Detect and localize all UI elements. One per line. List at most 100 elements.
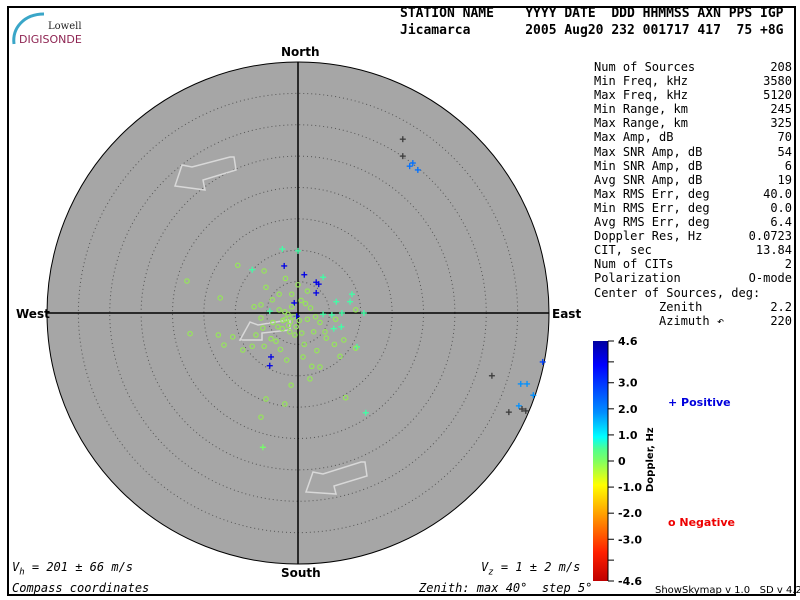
stat-value: 0.0723 [748,229,792,244]
stat-label: Azimuth ↶ [594,313,725,328]
positive-source-point [328,311,335,318]
stat-row: Num of CITs 2 [594,257,792,271]
colorbar-label: Doppler, Hz [645,427,656,492]
compass-north-label: North [281,45,320,59]
positive-source-point [539,358,546,365]
negative-source-point [249,343,255,350]
stat-label: Zenith [594,299,703,314]
legend-negative-label: Negative [679,516,736,529]
stat-row: Min Freq, kHz 3580 [594,74,792,88]
positive-source-point [522,407,529,414]
stat-label: Min SNR Amp, dB [594,158,703,173]
positive-source-point [333,298,340,305]
vz-symbol: V [481,560,489,574]
negative-source-point [261,268,267,274]
colorbar-tick-label: -4.6 [618,575,642,588]
stat-row: Center of Sources, deg: [594,286,792,300]
colorbar-tick-label: 4.6 [618,335,638,348]
positive-source-point [320,274,327,281]
negative-source-point [309,363,315,370]
logo-digisonde-text: DIGISONDE [19,33,82,46]
positive-source-point [517,380,524,387]
stat-row: Avg SNR Amp, dB 19 [594,173,792,187]
horizontal-velocity: Vh = 201 ± 66 m/s [12,560,133,577]
negative-source-point [270,319,276,326]
positive-source-point [360,310,367,316]
vh-value: = 201 ± 66 m/s [24,560,134,574]
colorbar-tick-label: -3.0 [618,533,642,546]
negative-source-point [337,353,343,360]
stat-row: Num of Sources 208 [594,60,792,74]
negative-source-point [184,278,190,284]
negative-source-point [282,275,289,282]
circle-marker-icon: o [668,516,680,529]
lowell-digisonde-logo: Lowell DIGISONDE [10,10,90,48]
negative-source-point [341,337,347,343]
stat-label: Avg RMS Err, deg [594,215,710,230]
positive-source-point [279,245,286,252]
negative-source-point [280,317,286,324]
negative-source-point [260,325,266,331]
negative-source-point [221,342,227,348]
negative-source-point [287,318,294,325]
negative-source-point [288,303,295,310]
negative-source-point [283,357,290,363]
negative-source-point [352,345,359,351]
negative-source-point [298,297,304,304]
stat-label: Polarization [594,271,681,286]
stat-label: Max SNR Amp, dB [594,144,703,159]
colorbar-tick-label: 2.0 [618,403,638,416]
negative-source-point [301,341,308,348]
negative-source-point [314,347,320,354]
drift-arrow-icon [304,461,368,495]
figure-frame [7,6,796,596]
positive-source-point [259,444,266,451]
negative-source-point [217,295,223,301]
negative-source-point [268,335,274,342]
positive-source-point [347,298,354,305]
positive-source-point [505,409,512,416]
stat-row: Polarization O-mode [594,271,792,285]
vz-value: = 1 ± 2 m/s [493,560,581,574]
negative-source-point [292,332,298,338]
station-header-values: Jicamarca 2005 Aug20 232 001717 417 75 +… [400,23,784,38]
stat-row: Avg RMS Err, deg 6.4 [594,215,792,229]
stat-label: Avg SNR Amp, dB [594,172,703,187]
stat-row: Max Freq, kHz 5120 [594,88,792,102]
negative-source-point [317,364,323,370]
negative-source-point [295,281,301,288]
stat-row: Max RMS Err, deg 40.0 [594,187,792,201]
negative-source-point [282,401,288,407]
stat-value: 13.84 [755,243,792,258]
negative-source-point [234,262,241,269]
stat-value: 208 [770,60,792,74]
negative-source-point [304,316,311,323]
negative-source-point [258,302,264,308]
stat-value: 245 [770,102,792,117]
negative-source-point [304,288,311,294]
statistics-panel: Num of Sources 208 Min Freq, kHz 3580 Max Fr… [594,60,792,328]
negative-source-point [258,315,264,321]
negative-source-point [307,376,313,382]
positive-source-point [249,266,256,273]
positive-source-point [338,323,345,330]
stat-label: Max RMS Err, deg [594,186,710,201]
stat-row: Doppler Res, Hz 0.0723 [594,229,792,243]
negative-source-point [273,338,279,345]
stat-label: Min Range, km [594,102,688,117]
positive-source-point [295,247,301,254]
vz-subscript: z [488,567,494,578]
negative-source-point [342,394,349,401]
stat-value: 6 [784,158,792,173]
stat-row: Min RMS Err, deg 0.0 [594,201,792,215]
negative-source-point [275,324,281,330]
positive-source-point [348,291,355,298]
positive-source-point [338,310,345,316]
stat-value: 2 [784,257,792,272]
stat-value: 70 [777,130,792,145]
negative-source-point [307,305,314,311]
negative-source-point [331,341,338,348]
logo-lowell-text: Lowell [48,21,82,32]
drift-arrow-icon [238,319,291,341]
